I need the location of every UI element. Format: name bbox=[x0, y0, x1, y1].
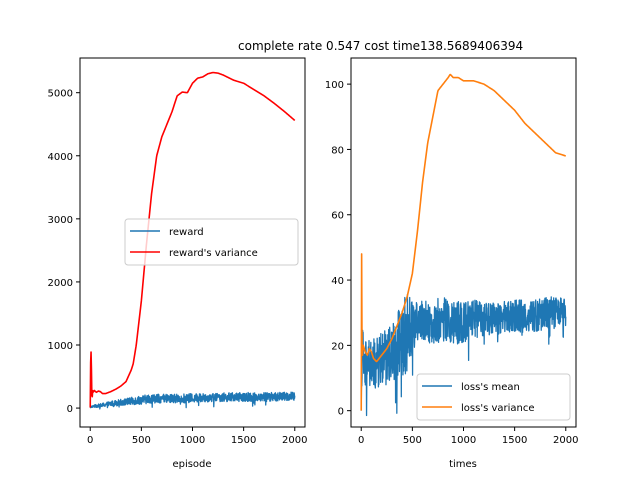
left-series-reward bbox=[89, 391, 296, 410]
left-plot-series bbox=[89, 71, 296, 410]
right-subplot: 0 500 1000 1500 2000 0 20 40 60 80 100 times loss… bbox=[325, 57, 578, 470]
right-y-tick-label: 0 bbox=[338, 407, 344, 418]
right-plot-frame bbox=[350, 57, 577, 428]
left-y-axis-ticks: 0 1000 2000 3000 4000 5000 bbox=[48, 89, 80, 415]
figure-title: complete rate 0.547 cost time138.5689406… bbox=[238, 39, 523, 53]
right-x-tick-label: 2000 bbox=[553, 435, 578, 446]
right-x-axis-ticks: 0 500 1000 1500 2000 bbox=[358, 427, 578, 446]
left-x-tick-label: 2000 bbox=[282, 435, 307, 446]
left-x-tick-label: 500 bbox=[132, 435, 151, 446]
left-x-axis-label: episode bbox=[172, 459, 211, 470]
left-legend-variance-label: reward's variance bbox=[169, 248, 258, 259]
left-subplot: 0 500 1000 1500 2000 0 1000 2000 3000 4000 5000 e… bbox=[48, 57, 307, 470]
right-legend-box bbox=[416, 373, 571, 421]
right-y-axis-ticks: 0 20 40 60 80 100 bbox=[325, 80, 351, 418]
left-x-axis-ticks: 0 500 1000 1500 2000 bbox=[87, 427, 307, 446]
right-x-tick-label: 1500 bbox=[502, 435, 527, 446]
left-legend-box bbox=[124, 218, 299, 266]
left-y-tick-label: 3000 bbox=[48, 215, 73, 226]
left-y-tick-label: 0 bbox=[67, 404, 73, 415]
right-legend-mean-label: loss's mean bbox=[461, 382, 520, 393]
left-x-tick-label: 1000 bbox=[180, 435, 205, 446]
left-legend-reward-label: reward bbox=[169, 227, 204, 238]
right-y-tick-label: 100 bbox=[325, 80, 344, 91]
left-x-tick-label: 1500 bbox=[231, 435, 256, 446]
right-plot-series bbox=[360, 73, 567, 417]
left-series-reward-s-variance bbox=[89, 71, 296, 408]
right-x-tick-label: 500 bbox=[403, 435, 422, 446]
right-x-axis-label: times bbox=[449, 459, 477, 470]
right-y-tick-label: 40 bbox=[331, 276, 344, 287]
left-legend: reward reward's variance bbox=[124, 218, 299, 266]
left-y-tick-label: 5000 bbox=[48, 89, 73, 100]
left-y-tick-label: 2000 bbox=[48, 278, 73, 289]
right-legend: loss's mean loss's variance bbox=[416, 373, 571, 421]
left-y-tick-label: 4000 bbox=[48, 152, 73, 163]
right-legend-variance-label: loss's variance bbox=[461, 403, 535, 414]
right-x-tick-label: 1000 bbox=[451, 435, 476, 446]
left-x-tick-label: 0 bbox=[87, 435, 93, 446]
right-series-loss-s-mean bbox=[360, 293, 567, 417]
right-y-tick-label: 80 bbox=[331, 145, 344, 156]
right-y-tick-label: 20 bbox=[331, 341, 344, 352]
right-x-tick-label: 0 bbox=[358, 435, 364, 446]
left-y-tick-label: 1000 bbox=[48, 341, 73, 352]
right-series-loss-s-variance bbox=[360, 73, 567, 411]
right-y-tick-label: 60 bbox=[331, 211, 344, 222]
